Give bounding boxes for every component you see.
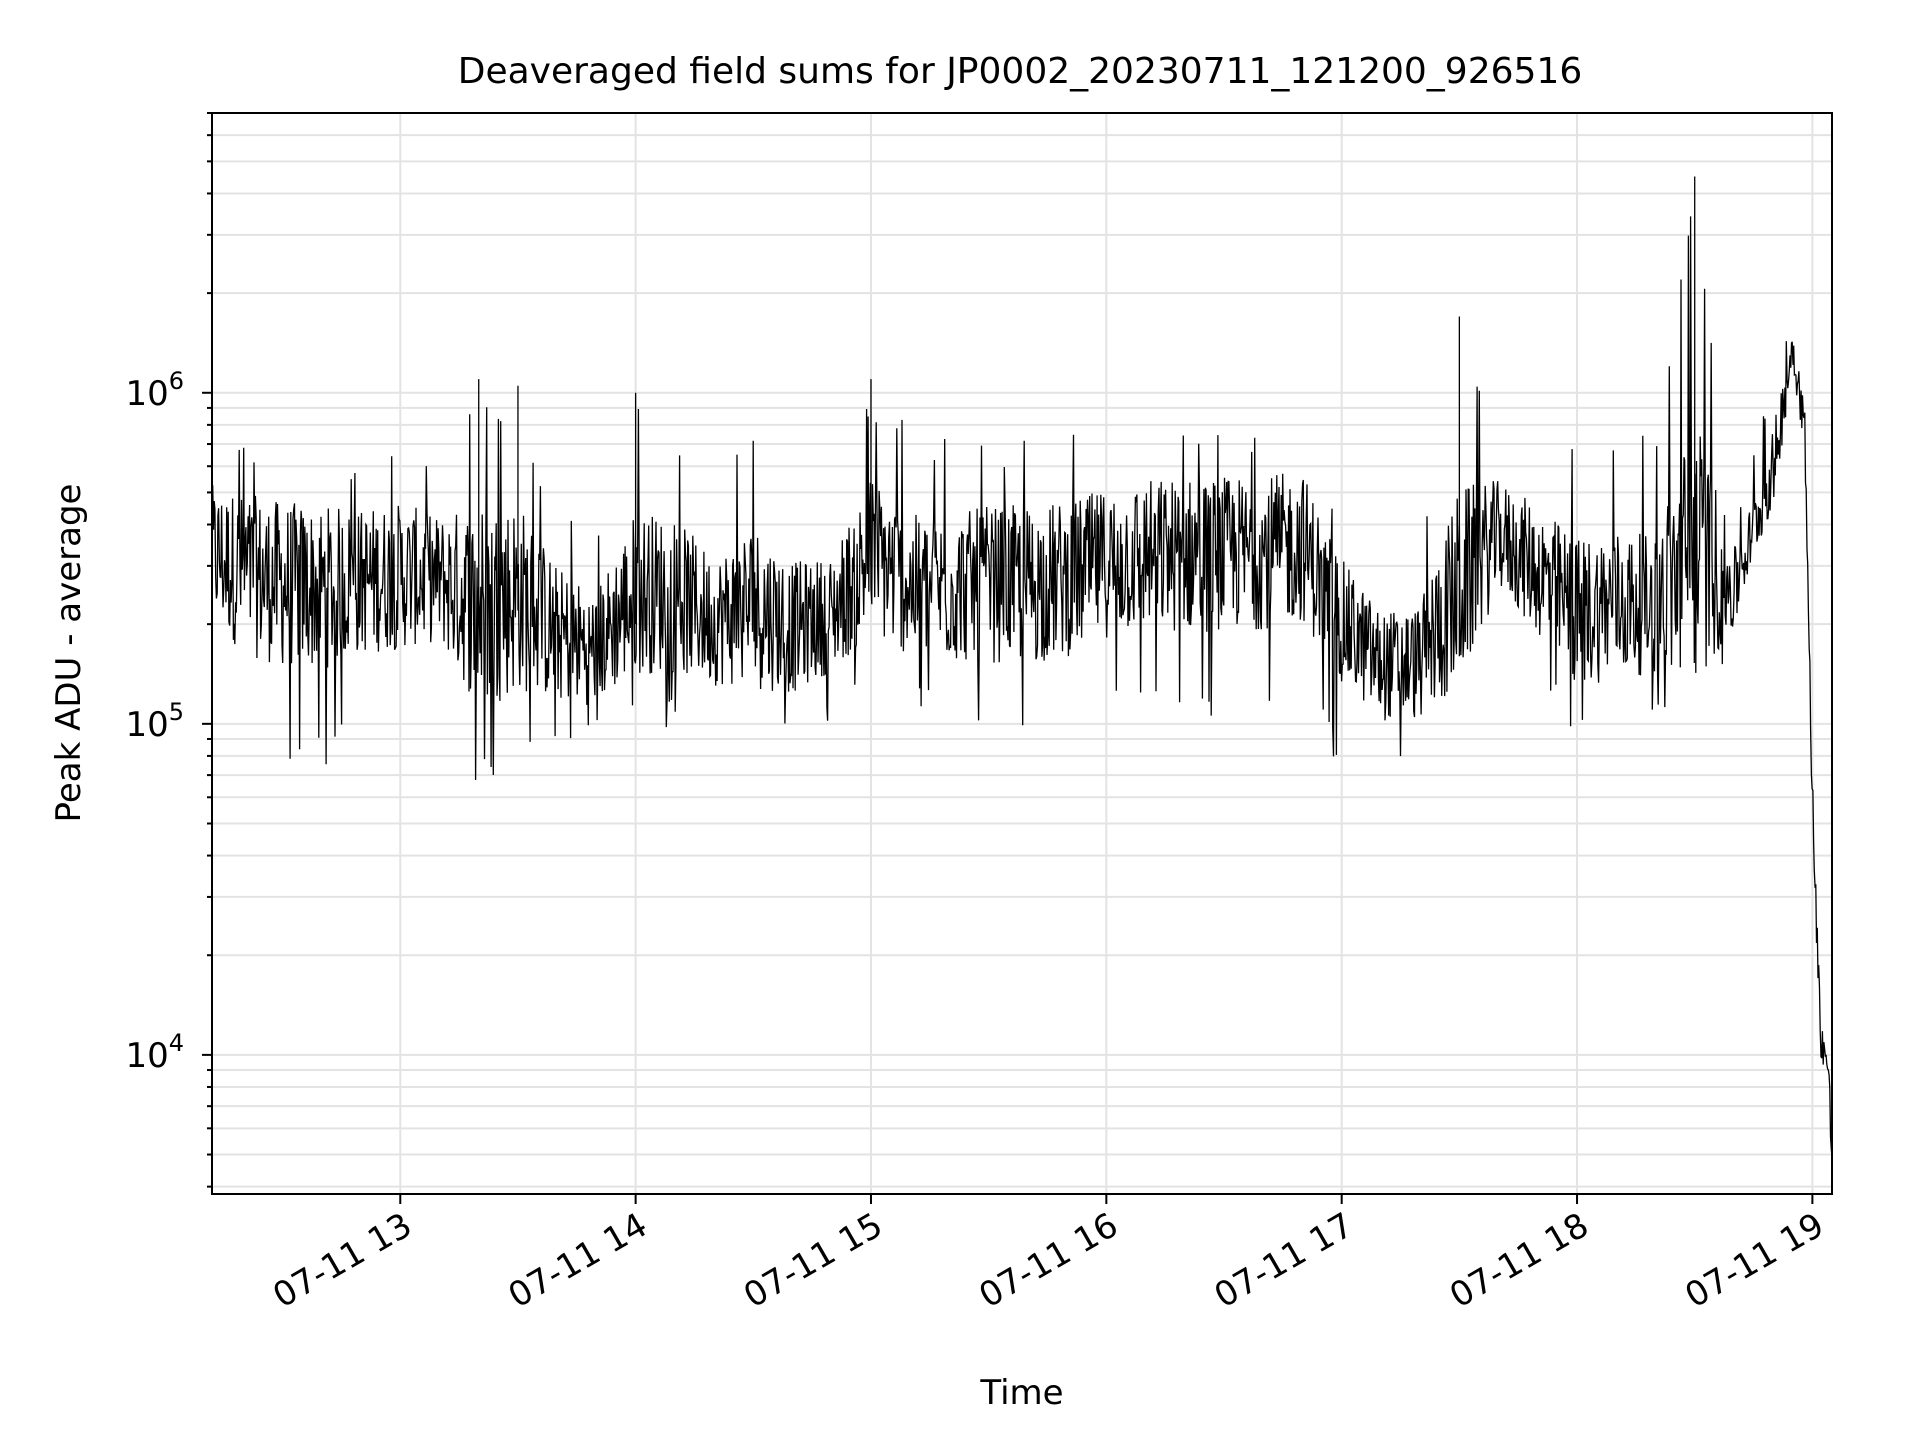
x-tick-label: 07-11 16 xyxy=(972,1205,1124,1316)
x-tick-label: 07-11 17 xyxy=(1208,1205,1360,1316)
y-axis-label: Peak ADU - average xyxy=(49,484,89,823)
x-tick-label: 07-11 13 xyxy=(266,1205,418,1316)
series-line xyxy=(211,216,1833,1158)
y-tick-label: 105 xyxy=(125,698,184,745)
x-tick-label: 07-11 18 xyxy=(1443,1205,1595,1316)
x-tick-label: 07-11 14 xyxy=(502,1205,654,1316)
x-axis-ticks: 07-11 13 07-11 14 07-11 15 07-11 16 07-11 17… xyxy=(266,1194,1831,1316)
plot-frame xyxy=(211,112,1833,1195)
y-tick-label: 104 xyxy=(125,1029,184,1076)
x-tick-label: 07-11 15 xyxy=(737,1205,889,1316)
chart-title: Deaveraged field sums for JP0002_2023071… xyxy=(458,51,1582,92)
y-axis-ticks: 104 105 106 xyxy=(125,112,212,1188)
x-axis-label: Time xyxy=(979,1373,1063,1413)
y-tick-label: 106 xyxy=(125,367,184,414)
series-layer xyxy=(211,176,1833,1158)
x-tick-label: 07-11 19 xyxy=(1678,1205,1830,1316)
grid xyxy=(212,112,1832,1194)
